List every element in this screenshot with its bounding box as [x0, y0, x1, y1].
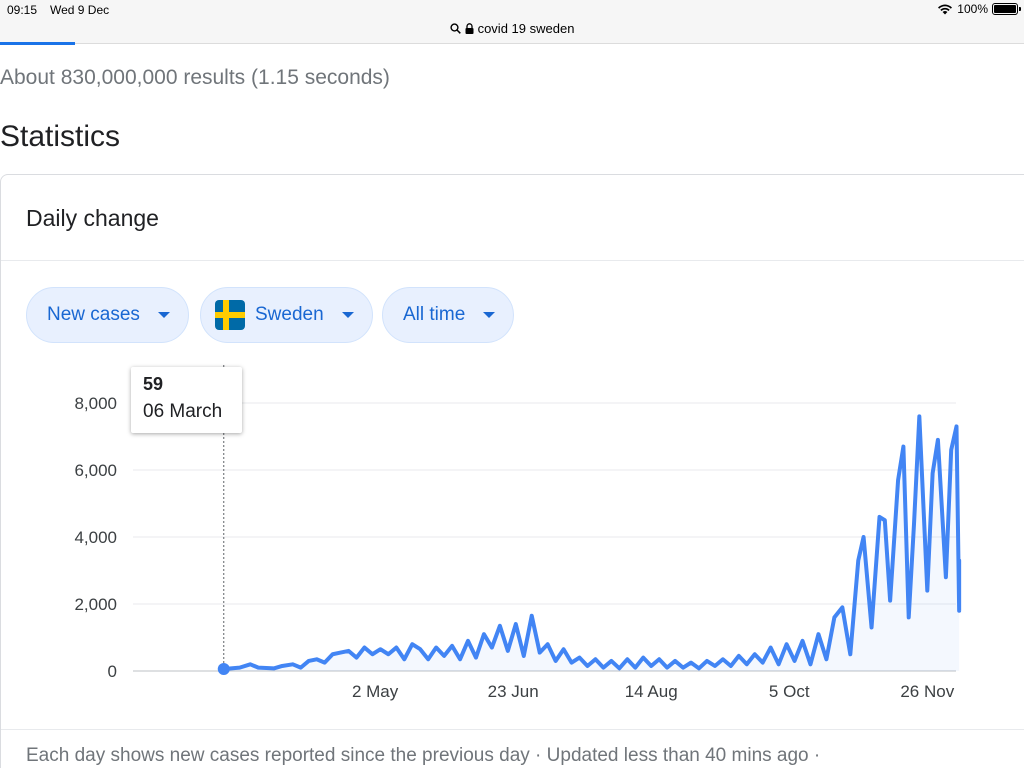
loading-progress — [0, 42, 75, 45]
dropdown-arrow-icon — [157, 312, 170, 318]
lock-icon — [465, 22, 474, 34]
y-tick-label: 8,000 — [74, 394, 117, 413]
divider — [1, 729, 1024, 730]
status-date: Wed 9 Dec — [50, 3, 110, 17]
series-line — [221, 414, 962, 672]
metric-dropdown[interactable]: New cases — [26, 287, 189, 343]
footer-note: Each day shows new cases reported since … — [26, 745, 821, 766]
y-tick-label: 2,000 — [74, 595, 117, 614]
time-range-dropdown-label: All time — [403, 304, 466, 325]
y-tick-label: 4,000 — [74, 528, 117, 547]
metric-dropdown-label: New cases — [47, 304, 140, 325]
x-tick-label: 2 May — [352, 682, 399, 701]
time-range-dropdown[interactable]: All time — [382, 287, 515, 343]
x-tick-label: 14 Aug — [625, 682, 678, 701]
chart-tooltip: 59 06 March — [131, 367, 242, 433]
stats-card: Daily change New cases Sweden All time 0… — [0, 174, 1024, 768]
page-title: Statistics — [0, 120, 121, 153]
country-dropdown-label: Sweden — [255, 304, 324, 325]
card-title: Daily change — [26, 205, 159, 231]
url-text: covid 19 sweden — [477, 20, 575, 36]
tooltip-date: 06 March — [143, 401, 223, 422]
x-tick-label: 5 Oct — [769, 682, 810, 701]
battery-icon — [992, 3, 1021, 15]
search-icon — [449, 22, 461, 34]
divider — [1, 260, 1024, 261]
y-tick-label: 6,000 — [74, 461, 117, 480]
battery-percent: 100% — [957, 2, 988, 16]
url-bar[interactable]: covid 19 sweden — [0, 18, 1024, 38]
dropdown-arrow-icon — [341, 312, 354, 318]
x-tick-label: 23 Jun — [488, 682, 539, 701]
sweden-flag-icon — [215, 300, 245, 330]
y-tick-label: 0 — [108, 662, 117, 681]
status-right: 100% — [937, 2, 1021, 16]
status-time: 09:15 — [7, 3, 38, 17]
status-bar: 09:15 Wed 9 Dec 100% covid 19 sweden — [0, 0, 1024, 45]
highlight-point — [217, 663, 230, 676]
dropdown-arrow-icon — [483, 312, 496, 318]
x-tick-label: 26 Nov — [900, 682, 954, 701]
series-area — [223, 416, 960, 671]
country-dropdown[interactable]: Sweden — [200, 287, 373, 343]
tooltip-value: 59 — [143, 374, 164, 394]
cases-line-chart[interactable]: 0 2,000 4,000 6,000 8,000 2 May 23 Jun 14 Aug 5 … — [1, 365, 1001, 715]
wifi-icon — [938, 4, 953, 15]
results-count: About 830,000,000 results (1.15 seconds) — [0, 66, 390, 89]
